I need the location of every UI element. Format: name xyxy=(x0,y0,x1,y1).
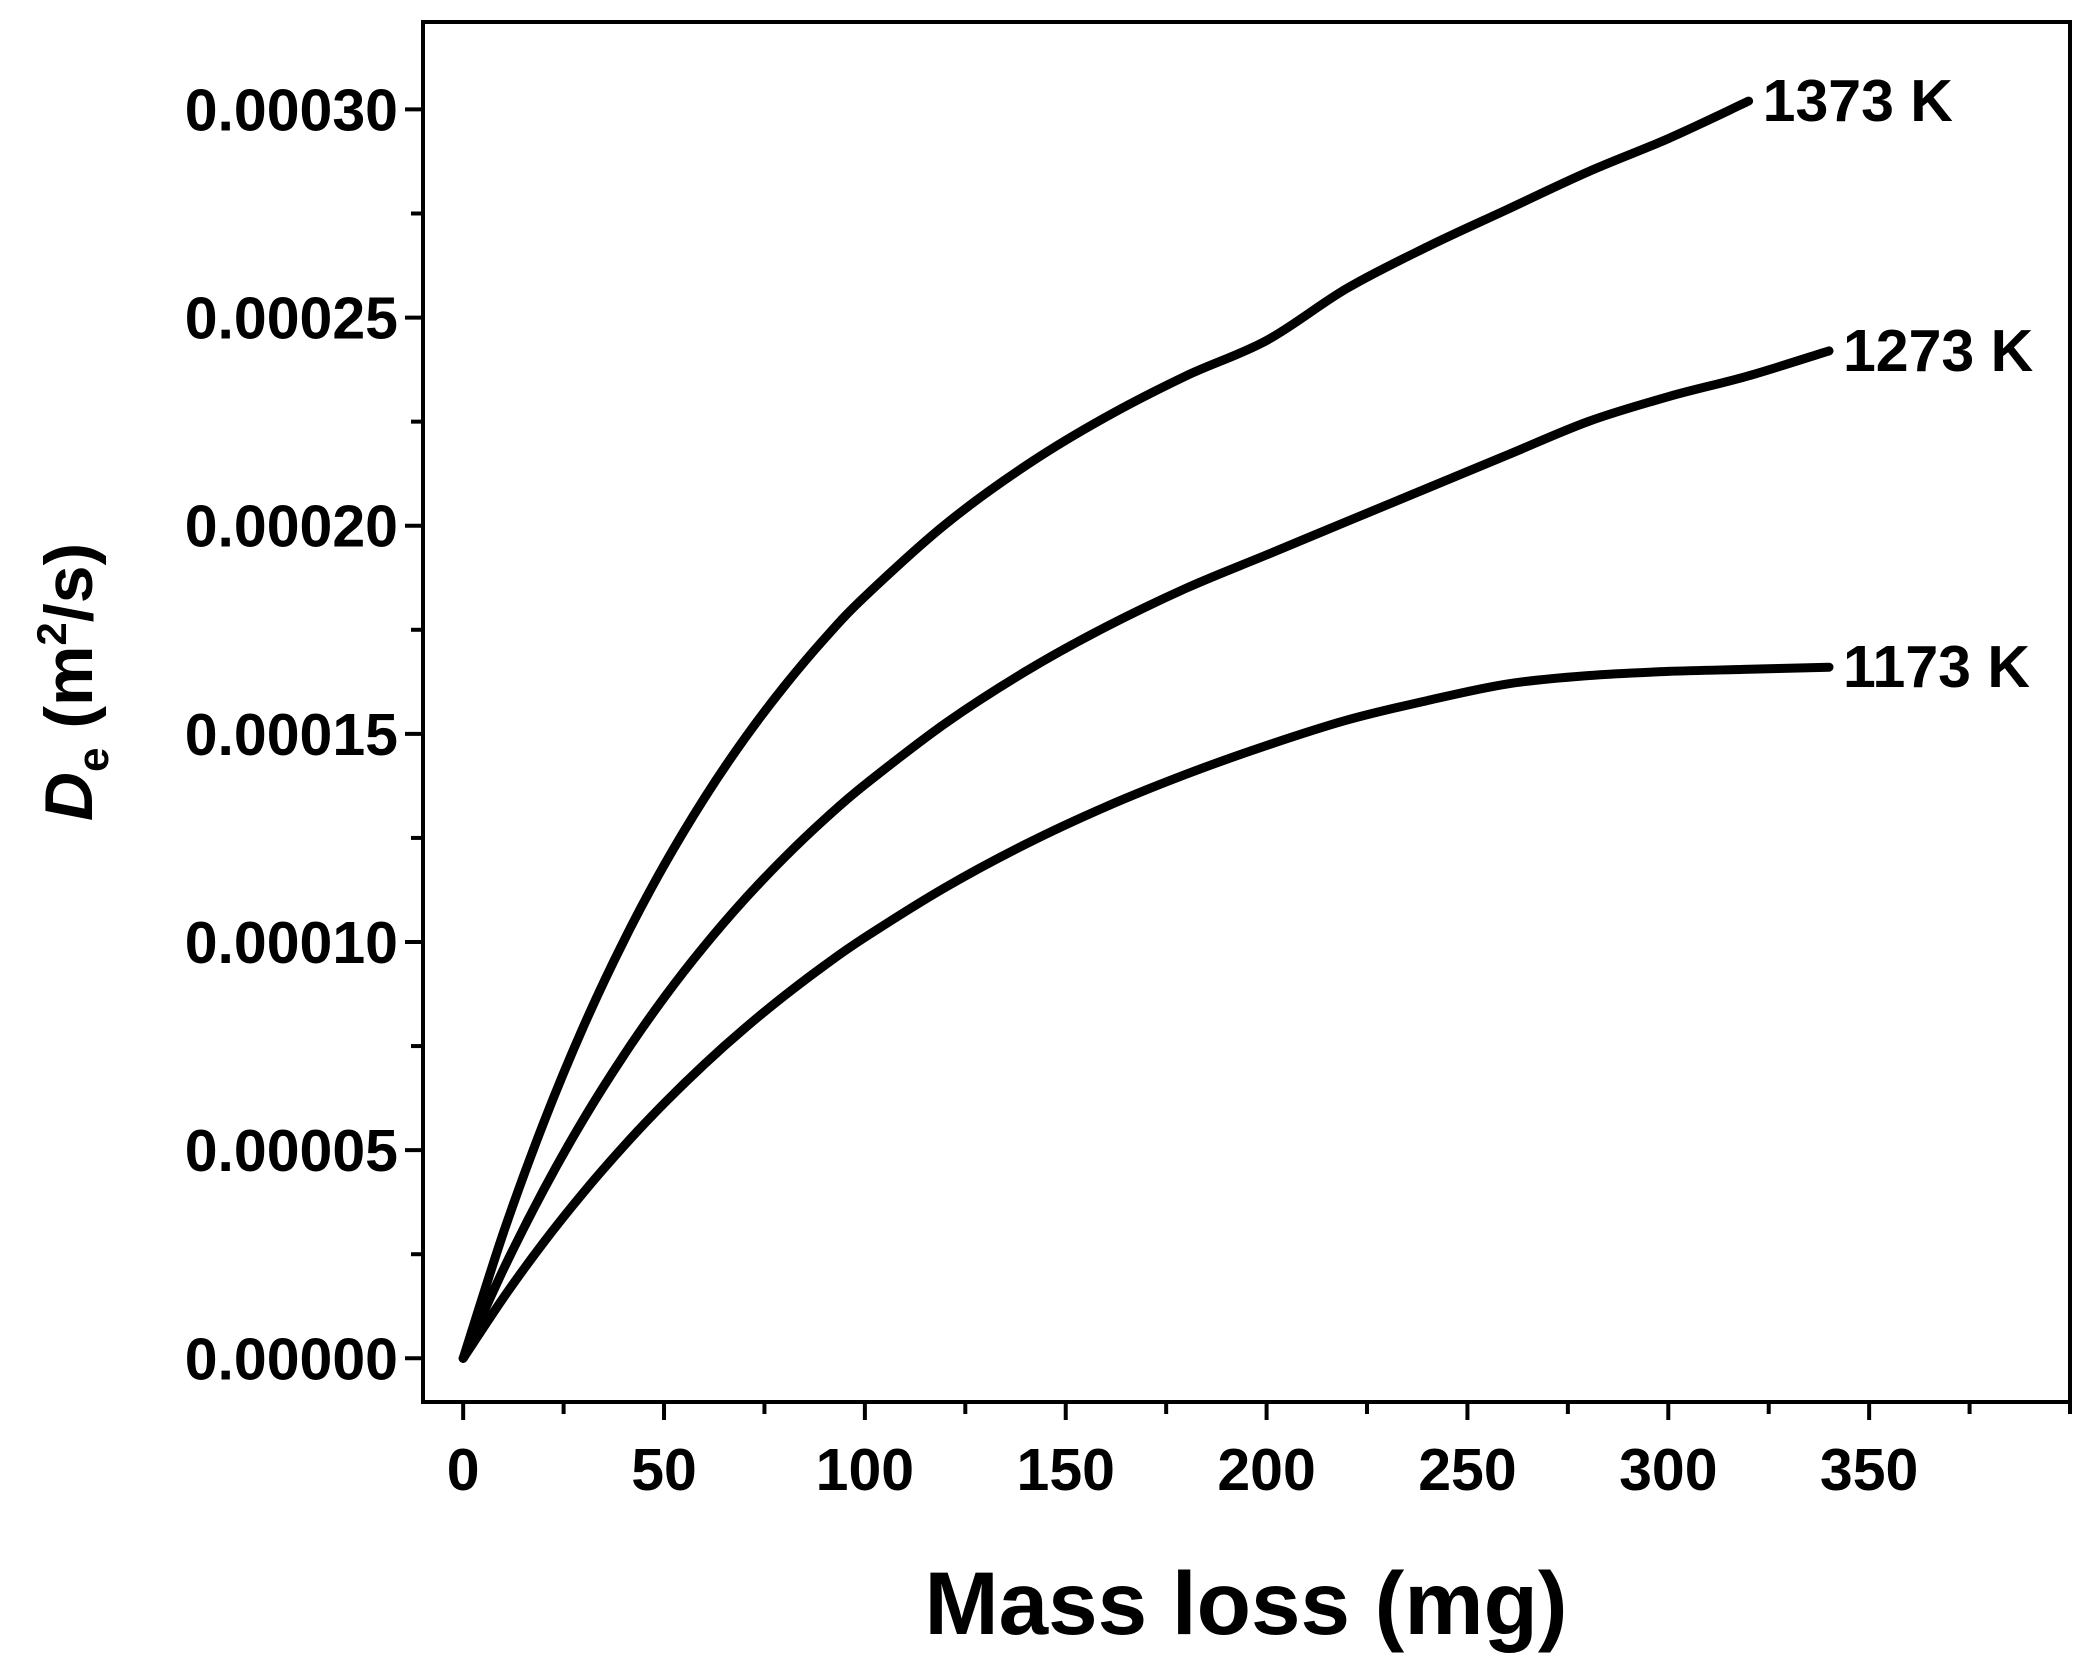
y-axis-title: De (m2/s) xyxy=(28,543,118,821)
y-tick-label: 0.00005 xyxy=(185,1118,398,1184)
y-axis-subscript: e xyxy=(69,748,118,772)
series-line-1373-k xyxy=(458,96,1754,1363)
y-axis-unit-prefix: (m xyxy=(31,646,107,729)
series-line-1273-k xyxy=(458,346,1834,1363)
y-tick-label: 0.00030 xyxy=(185,77,398,143)
x-axis-title: Mass loss (mg) xyxy=(925,1553,1568,1653)
series-line-1173-k xyxy=(458,662,1834,1363)
x-tick-label: 200 xyxy=(1217,1437,1315,1503)
y-axis-unit-suffix: /s) xyxy=(31,543,107,622)
x-tick-label: 300 xyxy=(1619,1437,1717,1503)
x-tick-label: 150 xyxy=(1017,1437,1115,1503)
plot-frame xyxy=(421,20,2072,1404)
svg-text:De (m2/s): De (m2/s) xyxy=(28,543,118,821)
y-tick-label: 0.00025 xyxy=(185,286,398,352)
series-labels: 1373 K 1273 K 1173 K xyxy=(1763,68,2034,700)
y-tick-label: 0.00010 xyxy=(185,910,398,976)
series-group xyxy=(458,96,1834,1363)
x-axis-ticks: 0 50 100 150 200 250 300 350 xyxy=(447,1402,2072,1503)
x-tick-label: 100 xyxy=(816,1437,914,1503)
y-axis-ticks: 0.00000 0.00005 0.00010 0.00015 0.00020 0.000… xyxy=(185,77,423,1392)
series-label-1373-k: 1373 K xyxy=(1763,68,1954,134)
y-tick-label: 0.00015 xyxy=(185,702,398,768)
series-label-1173-k: 1173 K xyxy=(1843,634,2030,700)
x-tick-label: 350 xyxy=(1820,1437,1918,1503)
x-tick-label: 0 xyxy=(447,1437,480,1503)
series-label-1273-k: 1273 K xyxy=(1843,318,2034,384)
y-tick-label: 0.00020 xyxy=(185,494,398,560)
x-tick-label: 50 xyxy=(631,1437,697,1503)
y-axis-symbol: D xyxy=(31,772,107,821)
x-tick-label: 250 xyxy=(1418,1437,1516,1503)
y-tick-label: 0.00000 xyxy=(185,1326,398,1392)
y-axis-unit-power: 2 xyxy=(28,622,75,645)
